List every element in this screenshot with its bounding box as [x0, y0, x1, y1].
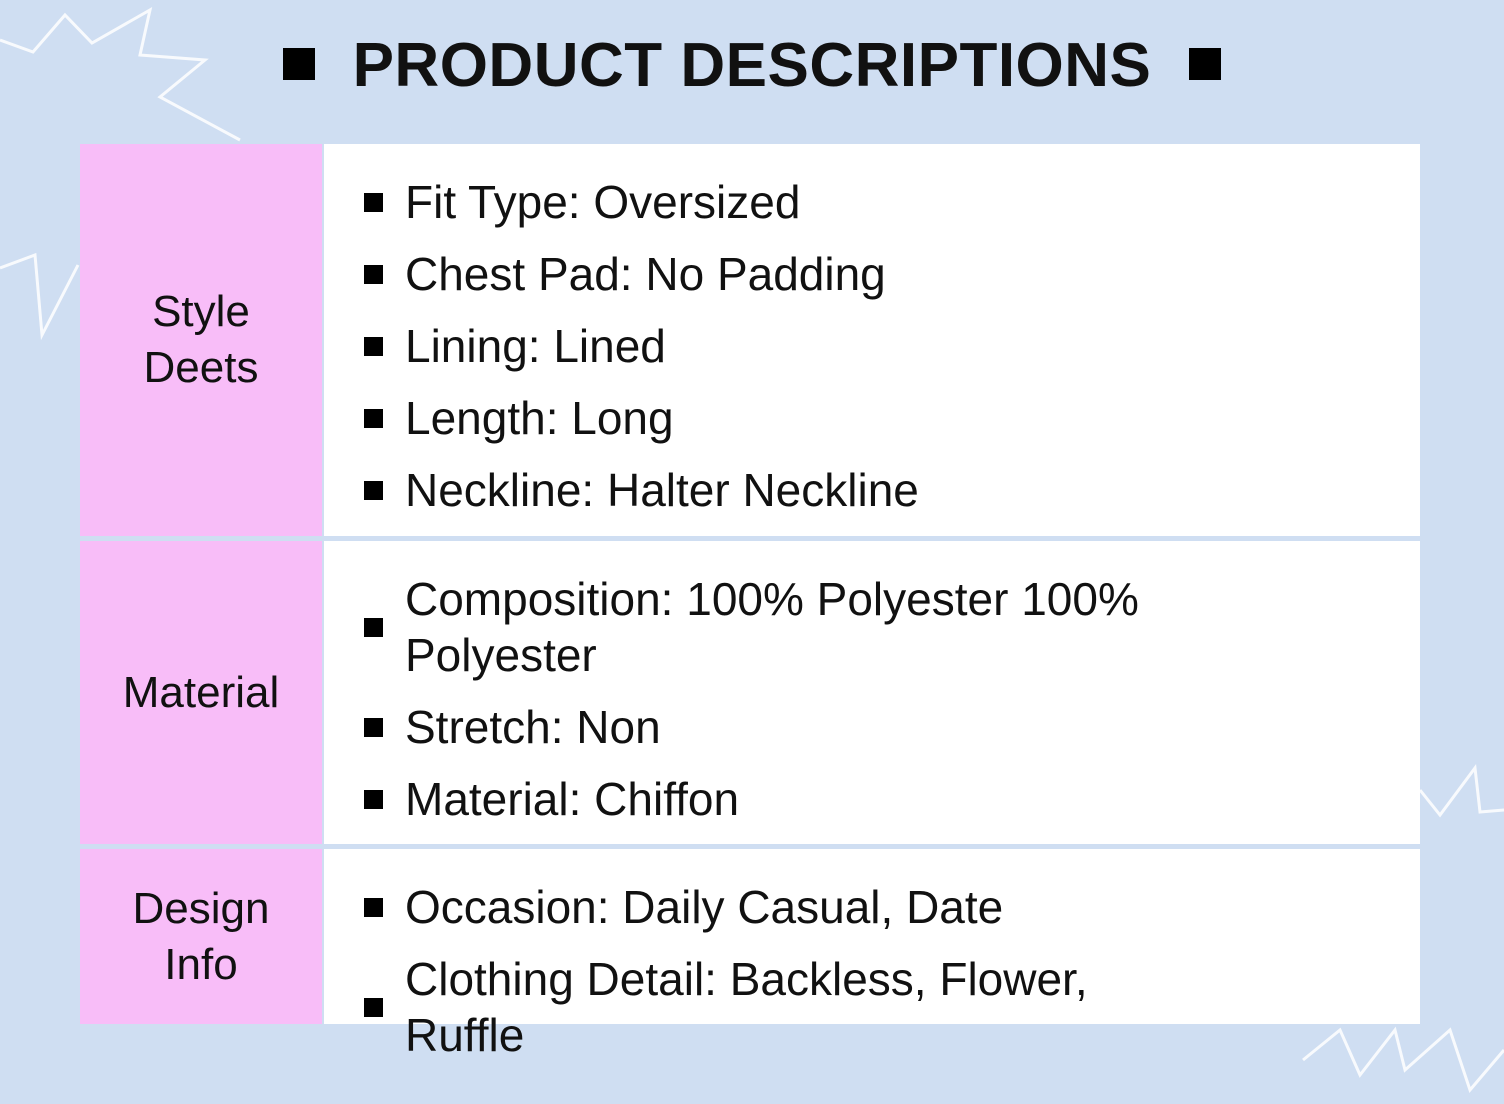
square-bullet-icon	[364, 789, 383, 809]
section-label: Material	[80, 541, 322, 844]
section-content: Fit Type: Oversized Chest Pad: No Padding…	[324, 144, 1420, 536]
section-content: Occasion: Daily Casual, Date Clothing Det…	[324, 849, 1420, 1061]
item-text: Neckline: Halter Neckline	[405, 464, 919, 516]
product-description-table: Style Deets Fit Type: Oversized Chest Pad:…	[80, 144, 1420, 1061]
square-bullet-icon	[364, 192, 383, 212]
section-row: Style Deets Fit Type: Oversized Chest Pad:…	[80, 144, 1420, 536]
section-label: Design Info	[80, 849, 322, 1024]
item-text: Chest Pad: No Padding	[405, 248, 886, 300]
square-bullet-icon	[364, 264, 383, 284]
square-bullet-icon	[282, 47, 315, 80]
square-bullet-icon	[364, 997, 383, 1017]
section-row: Design Info Occasion: Daily Casual, Date C…	[80, 849, 1420, 1061]
item-text: Clothing Detail: Backless, Flower, Ruffl…	[405, 953, 1088, 1061]
square-bullet-icon	[364, 717, 383, 737]
square-bullet-icon	[364, 336, 383, 356]
item-text: Material: Chiffon	[405, 773, 740, 825]
item-text: Composition: 100% Polyester 100% Polyest…	[405, 573, 1139, 681]
list-item: Material: Chiffon	[364, 763, 1420, 835]
list-item: Composition: 100% Polyester 100% Polyest…	[364, 563, 1420, 691]
square-bullet-icon	[364, 408, 383, 428]
list-item: Chest Pad: No Padding	[364, 238, 1420, 310]
item-text: Length: Long	[405, 392, 674, 444]
square-bullet-icon	[364, 897, 383, 917]
section-label: Style Deets	[80, 144, 322, 536]
list-item: Clothing Detail: Backless, Flower, Ruffl…	[364, 943, 1420, 1071]
section-content: Composition: 100% Polyester 100% Polyest…	[324, 541, 1420, 844]
item-text: Lining: Lined	[405, 320, 666, 372]
item-text: Stretch: Non	[405, 701, 661, 753]
square-bullet-icon	[364, 617, 383, 637]
square-bullet-icon	[1189, 47, 1222, 80]
list-item: Fit Type: Oversized	[364, 166, 1420, 238]
list-item: Lining: Lined	[364, 310, 1420, 382]
list-item: Length: Long	[364, 382, 1420, 454]
list-item: Stretch: Non	[364, 691, 1420, 763]
item-text: Occasion: Daily Casual, Date	[405, 881, 1004, 933]
section-row: Material Composition: 100% Polyester 100%…	[80, 541, 1420, 844]
square-bullet-icon	[364, 480, 383, 500]
list-item: Neckline: Halter Neckline	[364, 454, 1420, 526]
page-title: PRODUCT DESCRIPTIONS	[0, 30, 1504, 101]
title-text: PRODUCT DESCRIPTIONS	[352, 31, 1152, 100]
list-item: Occasion: Daily Casual, Date	[364, 871, 1420, 943]
item-text: Fit Type: Oversized	[405, 176, 801, 228]
